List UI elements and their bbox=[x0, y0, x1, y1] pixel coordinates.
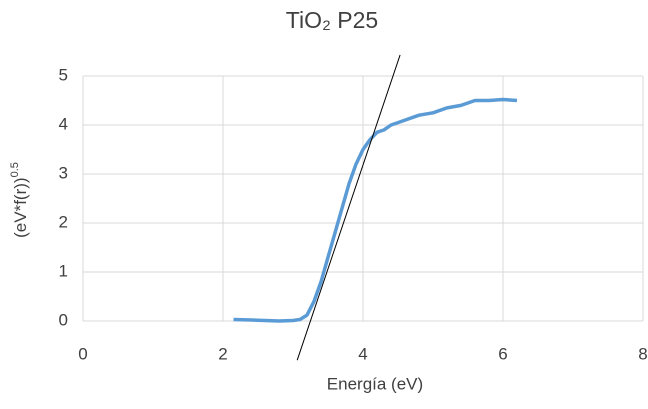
x-tick-label: 2 bbox=[218, 344, 227, 363]
y-tick-label: 1 bbox=[59, 261, 68, 280]
y-axis-label-text: (eV*f(r)) bbox=[11, 177, 30, 237]
chart-title: TiO₂ P25 bbox=[286, 7, 378, 33]
fit-line bbox=[296, 54, 401, 361]
x-tick-label: 8 bbox=[638, 344, 647, 363]
y-tick-label: 0 bbox=[59, 310, 68, 329]
x-axis-label: Energía (eV) bbox=[327, 374, 423, 393]
x-tick-label: 6 bbox=[498, 344, 507, 363]
y-tick-label: 5 bbox=[59, 65, 68, 84]
y-tick-label: 3 bbox=[59, 163, 68, 182]
x-tick-label: 0 bbox=[78, 344, 87, 363]
y-tick-label: 4 bbox=[59, 114, 68, 133]
x-tick-label: 4 bbox=[358, 344, 367, 363]
y-axis-label-sup: 0.5 bbox=[9, 162, 21, 177]
data-line bbox=[233, 97, 518, 323]
y-tick-label: 2 bbox=[59, 212, 68, 231]
y-axis-label: (eV*f(r))0.5 bbox=[9, 162, 31, 238]
